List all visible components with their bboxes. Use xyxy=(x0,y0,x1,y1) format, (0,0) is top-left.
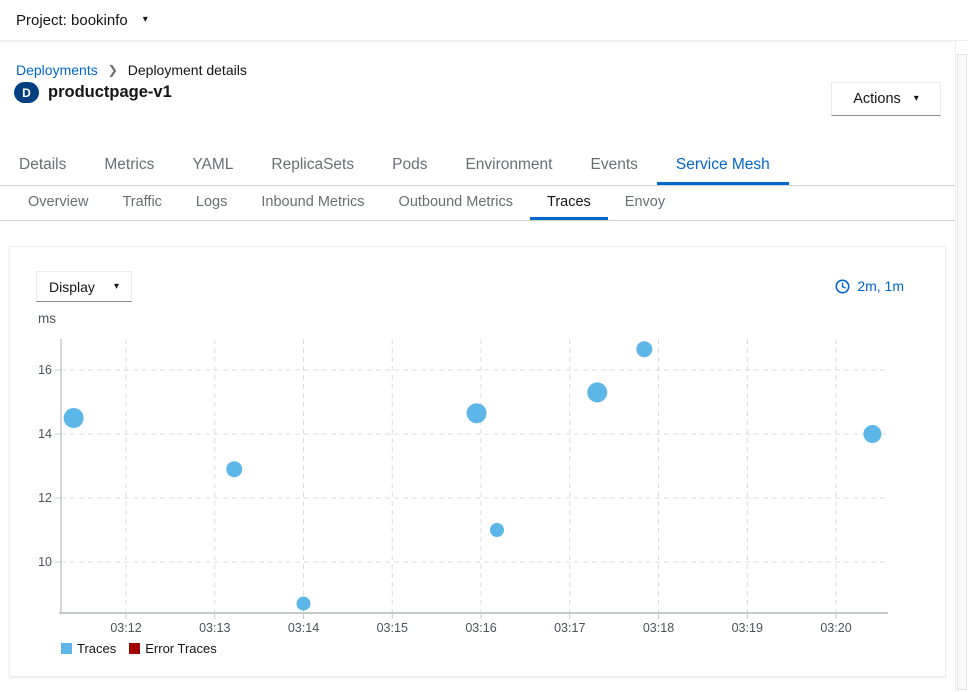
x-tick-label: 03:14 xyxy=(288,621,319,635)
trace-point[interactable] xyxy=(63,408,84,428)
tab-envoy[interactable]: Envoy xyxy=(624,193,666,210)
tab-traffic[interactable]: Traffic xyxy=(122,193,162,210)
traces-legend-label: Traces xyxy=(77,641,117,656)
scrollbar-thumb[interactable] xyxy=(957,54,967,690)
x-tick-label: 03:18 xyxy=(643,621,674,635)
trace-point[interactable] xyxy=(466,403,487,424)
chevron-right-icon: ❯ xyxy=(107,63,118,77)
y-tick-label: 14 xyxy=(38,427,52,441)
project-selector-bar: Project: bookinfo ▾ xyxy=(0,0,968,41)
trace-point[interactable] xyxy=(636,341,653,358)
deployment-badge: D xyxy=(14,82,39,103)
trace-point[interactable] xyxy=(587,382,608,403)
project-selector[interactable]: Project: bookinfo ▾ xyxy=(16,12,148,29)
actions-label: Actions xyxy=(853,91,901,107)
y-tick-label: 12 xyxy=(38,491,52,505)
display-label: Display xyxy=(49,278,95,295)
error-traces-legend-swatch xyxy=(129,643,141,654)
actions-dropdown[interactable]: Actions ▾ xyxy=(831,82,941,116)
time-range-label: 2m, 1m xyxy=(857,278,904,294)
tab-outbound-metrics[interactable]: Outbound Metrics xyxy=(398,193,513,210)
breadcrumb-current: Deployment details xyxy=(127,62,247,78)
tab-events[interactable]: Events xyxy=(590,156,638,173)
clock-icon xyxy=(835,279,850,293)
tab-traces[interactable]: Traces xyxy=(530,186,608,220)
sub-tabs: Overview Traffic Logs Inbound Metrics Outbou… xyxy=(0,186,968,221)
x-tick-label: 03:15 xyxy=(377,621,408,635)
trace-point[interactable] xyxy=(226,461,243,478)
tab-overview[interactable]: Overview xyxy=(28,193,89,210)
x-tick-label: 03:13 xyxy=(199,621,230,635)
page-title: productpage-v1 xyxy=(48,83,172,101)
x-tick-label: 03:19 xyxy=(732,621,763,635)
breadcrumb-link-deployments[interactable]: Deployments xyxy=(16,62,98,78)
x-tick-label: 03:16 xyxy=(465,621,496,635)
legend-item-traces[interactable]: Traces xyxy=(61,641,116,656)
y-axis-unit-label: ms xyxy=(38,311,56,326)
caret-down-icon: ▾ xyxy=(913,93,919,104)
time-range-indicator[interactable]: 2m, 1m xyxy=(835,278,904,294)
trace-point[interactable] xyxy=(296,596,311,611)
tab-yaml[interactable]: YAML xyxy=(192,156,234,173)
tab-metrics[interactable]: Metrics xyxy=(104,156,155,173)
traces-card: Display ▾ 2m, 1m ms 03:12 03:13 03:14 03:15… xyxy=(9,246,946,677)
trace-point[interactable] xyxy=(489,523,504,537)
caret-down-icon: ▾ xyxy=(113,280,119,292)
tab-replicasets[interactable]: ReplicaSets xyxy=(271,156,355,173)
breadcrumb: Deployments ❯ Deployment details xyxy=(16,62,247,78)
tab-environment[interactable]: Environment xyxy=(465,156,553,173)
scrollbar-track[interactable] xyxy=(955,41,968,692)
y-tick-label: 16 xyxy=(38,363,52,377)
legend-item-error-traces[interactable]: Error Traces xyxy=(129,641,217,656)
tab-inbound-metrics[interactable]: Inbound Metrics xyxy=(261,193,365,210)
x-tick-label: 03:12 xyxy=(110,621,141,635)
display-dropdown[interactable]: Display ▾ xyxy=(36,271,132,302)
caret-down-icon: ▾ xyxy=(142,14,148,25)
tab-pods[interactable]: Pods xyxy=(392,156,428,173)
x-tick-label: 03:20 xyxy=(820,621,851,635)
main-tabs: Details Metrics YAML ReplicaSets Pods Environ… xyxy=(0,148,968,186)
x-tick-label: 03:17 xyxy=(554,621,585,635)
tab-logs[interactable]: Logs xyxy=(195,193,228,210)
tab-details[interactable]: Details xyxy=(19,156,67,173)
traces-scatter-chart[interactable]: 03:12 03:13 03:14 03:15 03:16 03:17 03:18 03:19… xyxy=(10,331,945,643)
chart-legend: Traces Error Traces xyxy=(61,641,217,656)
project-selector-label: Project: bookinfo xyxy=(16,11,128,29)
y-tick-label: 10 xyxy=(38,555,52,569)
traces-legend-swatch xyxy=(61,643,72,654)
trace-point[interactable] xyxy=(863,425,882,443)
tab-service-mesh[interactable]: Service Mesh xyxy=(656,148,789,185)
error-traces-legend-label: Error Traces xyxy=(145,641,217,656)
title-row: D productpage-v1 xyxy=(14,82,172,103)
